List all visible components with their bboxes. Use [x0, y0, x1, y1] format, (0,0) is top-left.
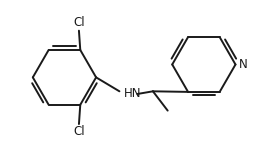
- Text: Cl: Cl: [73, 16, 85, 29]
- Text: HN: HN: [123, 87, 141, 100]
- Text: Cl: Cl: [73, 125, 85, 138]
- Text: N: N: [239, 58, 247, 71]
